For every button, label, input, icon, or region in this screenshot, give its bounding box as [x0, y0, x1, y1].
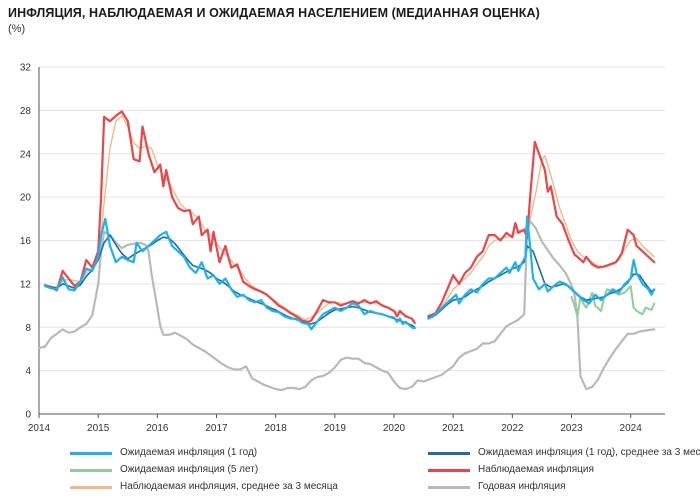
x-tick-label: 2024 [620, 423, 643, 434]
x-tick-label: 2015 [87, 423, 110, 434]
y-tick-label: 20 [20, 193, 32, 204]
y-tick-label: 0 [25, 410, 31, 421]
y-tick-label: 32 [20, 63, 32, 74]
y-tick-label: 4 [25, 366, 31, 377]
x-tick-label: 2018 [265, 423, 288, 434]
y-tick-label: 12 [20, 279, 32, 290]
x-tick-label: 2014 [28, 423, 51, 434]
grid-lines [39, 66, 665, 372]
series-lines [37, 110, 656, 392]
unit-label: (%) [8, 23, 26, 35]
series-line-3 [43, 110, 656, 324]
x-tick-label: 2021 [442, 423, 465, 434]
x-tick-label: 2019 [324, 423, 347, 434]
y-tick-label: 8 [25, 323, 31, 334]
series-line-5 [37, 219, 656, 392]
x-tick-label: 2020 [383, 423, 406, 434]
y-tick-labels: 0 4 8 12 16 20 24 28 32 [20, 63, 32, 421]
series-line-4 [44, 115, 655, 322]
series-line-0 [43, 215, 656, 331]
axes [38, 67, 665, 418]
x-tick-label: 2023 [560, 423, 583, 434]
x-tick-label: 2017 [205, 423, 228, 434]
x-tick-label: 2022 [501, 423, 524, 434]
y-tick-label: 24 [20, 149, 32, 160]
y-tick-label: 16 [20, 236, 32, 247]
x-tick-label: 2016 [146, 423, 169, 434]
x-tick-labels: 2014 2015 2016 2017 2018 2019 2020 2021 2022 2023… [28, 423, 642, 434]
y-tick-label: 28 [20, 106, 32, 117]
chart-title: ИНФЛЯЦИЯ, НАБЛЮДАЕМАЯ И ОЖИДАЕМАЯ НАСЕЛЕ… [8, 6, 540, 20]
